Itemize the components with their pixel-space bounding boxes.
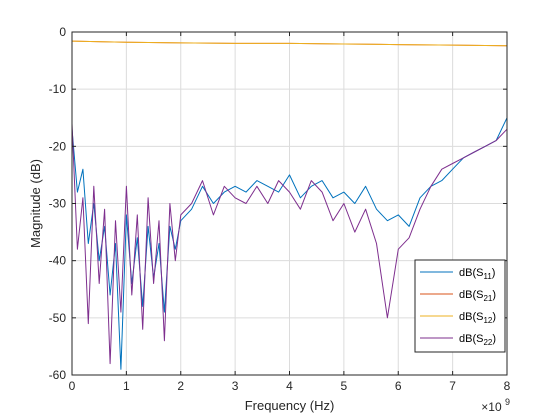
legend-entry-label: dB(S22) [459, 333, 496, 347]
x-tick-label: 4 [286, 379, 293, 393]
x-axis-label: Frequency (Hz) [245, 398, 335, 413]
x-tick-label: 3 [232, 379, 239, 393]
x-tick-label: 8 [504, 379, 511, 393]
x-multiplier-exponent: 9 [505, 397, 510, 407]
legend-entry-label: dB(S21) [459, 289, 496, 303]
x-axis-multiplier: ×10 9 [481, 397, 510, 414]
series-layer [71, 40, 508, 370]
y-tick-label: -50 [49, 311, 67, 325]
series-line-12 [71, 40, 508, 47]
legend-box [414, 259, 506, 353]
series-line-11 [71, 117, 508, 370]
x-tick-label: 7 [449, 379, 456, 393]
x-tick-label: 6 [395, 379, 402, 393]
y-tick-label: 0 [59, 25, 66, 39]
x-multiplier-base: ×10 [481, 400, 502, 414]
y-tick-label: -60 [49, 368, 67, 382]
x-tick-label: 2 [177, 379, 184, 393]
y-axis-label: Magnitude (dB) [28, 159, 43, 248]
series-line-22 [71, 123, 508, 365]
legend: dB(S11) dB(S21) dB(S12) dB(S22) [414, 259, 506, 353]
x-tick-label: 1 [123, 379, 130, 393]
y-tick-label: -30 [49, 197, 67, 211]
y-tick-label: -20 [49, 139, 67, 153]
x-tick-label: 5 [341, 379, 348, 393]
legend-entry-label: dB(S12) [459, 311, 496, 325]
legend-entry-label: dB(S11) [459, 267, 495, 281]
x-tick-label: 0 [69, 379, 76, 393]
y-tick-label: -10 [49, 82, 67, 96]
y-tick-label: -40 [49, 254, 67, 268]
axis-ticks: 0 1 2 3 4 5 6 7 8 -60 -50 -40 -30 -20 -10 0 [49, 25, 511, 393]
